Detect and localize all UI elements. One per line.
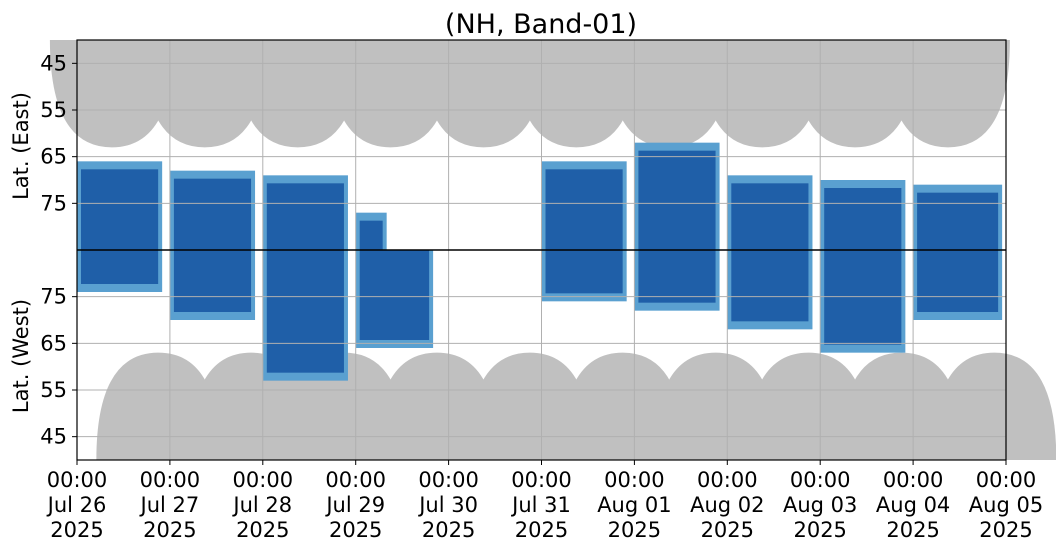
x-tick-label: 2025 <box>50 518 103 542</box>
no-coverage-lobe <box>375 352 499 460</box>
x-tick-label: Aug 04 <box>876 493 950 517</box>
observed-region-core <box>81 250 159 284</box>
no-coverage-lobe <box>746 352 871 460</box>
observed-region-core <box>173 250 252 312</box>
no-coverage-lobe <box>142 40 267 148</box>
x-tick-label: Aug 01 <box>597 493 671 517</box>
no-coverage-lobe <box>49 40 174 148</box>
no-coverage-regions <box>49 40 1056 460</box>
observed-region-core <box>731 250 809 322</box>
x-tick-label: 2025 <box>886 518 939 542</box>
no-coverage-lobe <box>560 352 685 460</box>
no-coverage-lobe <box>839 352 964 460</box>
no-coverage-lobe <box>700 40 825 148</box>
x-tick-label: 2025 <box>515 518 568 542</box>
x-tick-label: 00:00 <box>697 468 758 492</box>
x-tick-label: 00:00 <box>140 468 201 492</box>
y-axis-label-east: Lat. (East) <box>9 92 33 200</box>
y-tick-label-west: 65 <box>40 331 67 355</box>
no-coverage-lobe <box>886 40 1010 148</box>
x-tick-label: Jul 28 <box>231 493 292 517</box>
x-tick-label: 2025 <box>608 518 661 542</box>
no-coverage-lobe <box>514 40 639 148</box>
y-tick-label-east: 65 <box>40 145 67 169</box>
observed-region-core <box>81 169 159 250</box>
y-tick-label-east: 75 <box>40 191 67 215</box>
observed-region-core <box>359 220 383 250</box>
observed-region-core <box>545 250 623 294</box>
y-tick-label-west: 45 <box>40 425 67 449</box>
y-tick-label-west: 75 <box>40 285 67 309</box>
x-tick-label: 00:00 <box>604 468 665 492</box>
x-tick-label: 2025 <box>793 518 846 542</box>
x-tick-label: 00:00 <box>233 468 294 492</box>
x-tick-label: 00:00 <box>418 468 479 492</box>
no-coverage-lobe <box>235 40 360 148</box>
observed-region-core <box>917 250 999 312</box>
x-tick-label: 2025 <box>422 518 475 542</box>
observed-region-core <box>731 183 809 250</box>
x-tick-label: 00:00 <box>511 468 572 492</box>
x-tick-label: 2025 <box>236 518 289 542</box>
x-tick-label: Jul 29 <box>324 493 385 517</box>
x-tick-label: Aug 02 <box>690 493 764 517</box>
observed-region-core <box>359 250 430 340</box>
observed-region-core <box>824 250 902 345</box>
x-tick-label: Aug 03 <box>783 493 857 517</box>
no-coverage-lobe <box>932 352 1056 460</box>
x-tick-label: Jul 31 <box>510 493 571 517</box>
x-tick-label: 00:00 <box>976 468 1037 492</box>
observed-region-core <box>638 250 716 303</box>
observed-region-core <box>824 188 902 250</box>
observed-region-core <box>266 183 344 250</box>
x-tick-label: Jul 27 <box>139 493 200 517</box>
observed-region-core <box>173 178 252 250</box>
observed-regions <box>77 142 1003 381</box>
y-tick-labels: 45 55 65 75 75 65 55 45 <box>40 51 77 449</box>
no-coverage-lobe <box>328 40 453 148</box>
y-tick-label-west: 55 <box>40 378 67 402</box>
no-coverage-lobe <box>467 352 592 460</box>
no-coverage-lobe <box>96 352 221 460</box>
x-tick-label: 00:00 <box>790 468 851 492</box>
no-coverage-lobe <box>421 40 546 148</box>
observed-region-core <box>266 250 344 373</box>
y-tick-label-east: 45 <box>40 51 67 75</box>
observed-region-core <box>545 169 623 250</box>
x-tick-label: 2025 <box>701 518 754 542</box>
no-coverage-lobe <box>793 40 917 148</box>
x-tick-label: 00:00 <box>47 468 108 492</box>
x-tick-label: Jul 30 <box>417 493 478 517</box>
observed-region-core <box>638 150 716 250</box>
no-coverage-lobe <box>653 352 778 460</box>
no-coverage-lobe <box>607 40 732 148</box>
x-tick-label: 2025 <box>979 518 1032 542</box>
x-tick-label: Jul 26 <box>46 493 107 517</box>
y-tick-label-east: 55 <box>40 98 67 122</box>
x-tick-label: 2025 <box>329 518 382 542</box>
chart-title: (NH, Band-01) <box>445 9 637 40</box>
y-axis-label-west: Lat. (West) <box>9 299 33 413</box>
x-tick-label: 00:00 <box>883 468 944 492</box>
x-tick-label: 2025 <box>143 518 196 542</box>
x-tick-label: Aug 05 <box>969 493 1043 517</box>
observed-region-core <box>917 192 999 250</box>
x-tick-label: 00:00 <box>325 468 386 492</box>
